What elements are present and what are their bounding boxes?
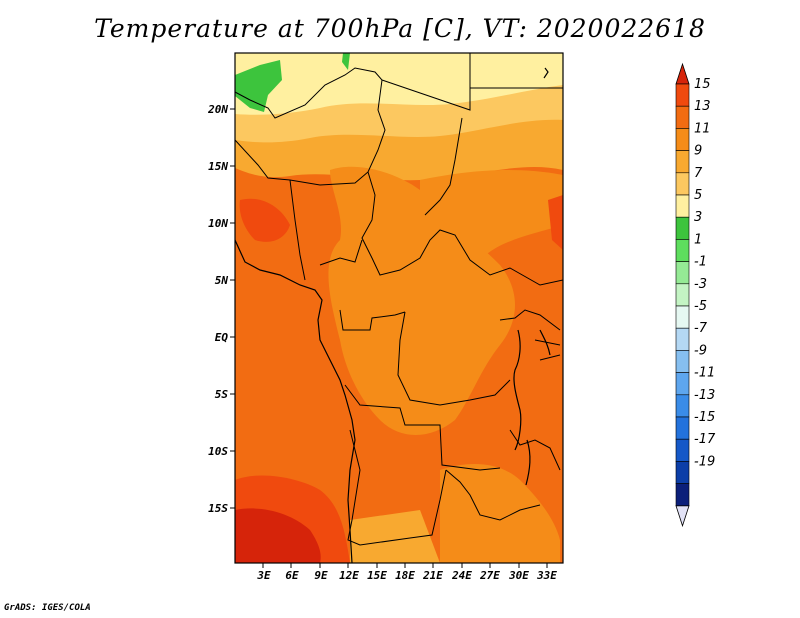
- lon-label-3e: 3E: [256, 569, 271, 582]
- colorbar-segment: [675, 394, 690, 418]
- colorbar-segment: [675, 239, 690, 262]
- colorbar-segment: [675, 194, 690, 218]
- lon-label-21e: 21E: [422, 569, 443, 582]
- colorbar-label: -13: [694, 388, 715, 403]
- coastline: [234, 239, 356, 564]
- colorbar-segment: [675, 283, 690, 307]
- colorbar-label: -5: [694, 299, 707, 314]
- colorbar-label: -1: [694, 255, 707, 270]
- lon-label-27e: 27E: [479, 569, 500, 582]
- colorbar-label: -3: [694, 277, 707, 292]
- colorbar-segment: [675, 350, 690, 373]
- lon-label-15e: 15E: [367, 569, 387, 582]
- temperature-field: [235, 53, 563, 563]
- lat-label-5n: 5N: [215, 274, 229, 287]
- colorbar-segment: [675, 327, 690, 351]
- colorbar-label: 9: [694, 144, 702, 159]
- lat-label-eq: EQ: [215, 331, 229, 344]
- lat-label-15s: 15S: [208, 502, 228, 515]
- colorbar-segment: [675, 150, 690, 174]
- lat-label-15n: 15N: [208, 160, 228, 173]
- lon-label-33e: 33E: [536, 569, 557, 582]
- colorbar-segment: [675, 305, 690, 329]
- lon-label-12e: 12E: [339, 569, 359, 582]
- colorbar-label: 15: [694, 77, 711, 92]
- colorbar-segment: [675, 83, 690, 107]
- lon-label-9e: 9E: [314, 569, 328, 582]
- colorbar-segment: [675, 438, 690, 462]
- colorbar-label: -7: [694, 321, 708, 336]
- colorbar-segment: [675, 461, 690, 484]
- colorbar-label: -11: [694, 366, 715, 381]
- lon-label-30e: 30E: [508, 569, 529, 582]
- colorbar: 15 13 11 9 7 5 3 1 -1 -3 -5 -7 -9 -11 -13 -15 -17 -19: [675, 62, 716, 528]
- lon-label-6e: 6E: [285, 569, 299, 582]
- lon-label-18e: 18E: [395, 569, 415, 582]
- country-boundaries: [235, 53, 563, 546]
- lat-label-20n: 20N: [207, 103, 228, 116]
- colorbar-label: 11: [694, 121, 711, 136]
- colorbar-label: 3: [694, 210, 702, 225]
- credit-text: GrADS: IGES/COLA: [4, 603, 91, 613]
- colorbar-segment: [675, 483, 690, 507]
- lat-label-5s: 5S: [215, 388, 229, 401]
- colorbar-label: -17: [694, 432, 716, 447]
- lat-label-10n: 10N: [208, 217, 228, 230]
- lon-label-24e: 24E: [451, 569, 472, 582]
- longitude-axis: 3E 6E 9E 12E 15E 18E 21E 24E 27E 30E 33E: [256, 563, 557, 582]
- map-frame: [234, 52, 564, 564]
- colorbar-label: 7: [694, 166, 703, 181]
- colorbar-label: 13: [694, 99, 711, 114]
- colorbar-arrow-bottom: [675, 505, 690, 528]
- colorbar-segment: [675, 372, 690, 396]
- colorbar-label: -19: [694, 454, 715, 469]
- colorbar-segment: [675, 216, 690, 240]
- colorbar-label: 5: [694, 188, 702, 203]
- colorbar-label: -15: [694, 410, 715, 425]
- colorbar-segment: [675, 261, 690, 285]
- colorbar-label: 1: [694, 232, 702, 247]
- great-lakes: [513, 67, 551, 486]
- colorbar-segment: [675, 172, 690, 196]
- colorbar-segment: [675, 416, 690, 440]
- colorbar-arrow-top: [675, 62, 690, 85]
- latitude-axis: 20N 15N 10N 5N EQ 5S 10S 15S: [207, 103, 235, 515]
- colorbar-label: -9: [694, 343, 707, 358]
- colorbar-segment: [675, 128, 690, 151]
- lat-label-10s: 10S: [208, 445, 228, 458]
- colorbar-segment: [675, 105, 690, 129]
- map-title: Temperature at 700hPa [C], VT: 202002261…: [94, 14, 706, 43]
